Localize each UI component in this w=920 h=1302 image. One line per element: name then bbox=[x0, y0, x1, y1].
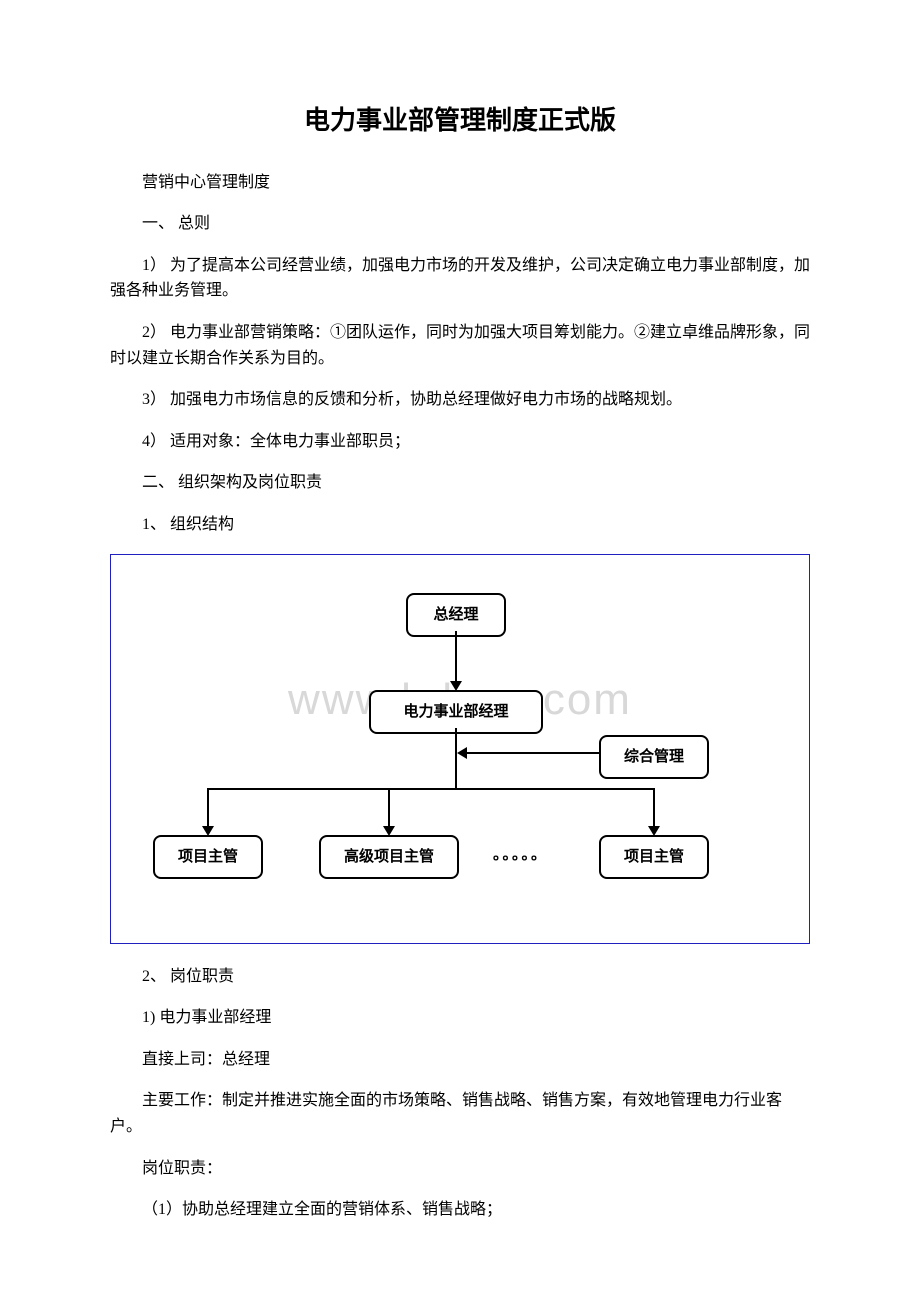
section-1-p2: 2） 电力事业部营销策略：①团队运作，同时为加强大项目筹划能力。②建立卓维品牌形… bbox=[110, 320, 810, 371]
arrow-down-icon bbox=[383, 826, 395, 836]
section-1-p1: 1） 为了提高本公司经营业绩，加强电力市场的开发及维护，公司决定确立电力事业部制… bbox=[110, 253, 810, 304]
org-node-pm2: 项目主管 bbox=[599, 835, 709, 879]
org-node-pm1: 项目主管 bbox=[153, 835, 263, 879]
section-1-heading: 一、 总则 bbox=[110, 211, 810, 237]
arrow-left-icon bbox=[457, 747, 467, 759]
arrow-down-icon bbox=[450, 681, 462, 691]
org-node-general-mgmt: 综合管理 bbox=[599, 735, 709, 779]
org-line bbox=[455, 631, 457, 683]
subtitle: 营销中心管理制度 bbox=[110, 170, 810, 196]
org-line bbox=[388, 788, 390, 828]
org-line bbox=[207, 788, 655, 790]
org-line bbox=[653, 788, 655, 828]
section-1-p3: 3） 加强电力市场信息的反馈和分析，协助总经理做好电力市场的战略规划。 bbox=[110, 387, 810, 413]
org-line bbox=[467, 752, 599, 754]
duty-1: （1）协助总经理建立全面的营销体系、销售战略； bbox=[110, 1197, 810, 1223]
org-chart: www.bdocx.com 总经理 电力事业部经理 综合管理 项目主管 高级项目… bbox=[110, 554, 810, 944]
section-2-sub2: 2、 岗位职责 bbox=[110, 964, 810, 990]
duties-heading: 岗位职责： bbox=[110, 1156, 810, 1182]
document-title: 电力事业部管理制度正式版 bbox=[110, 100, 810, 142]
role-heading: 1) 电力事业部经理 bbox=[110, 1005, 810, 1031]
arrow-down-icon bbox=[648, 826, 660, 836]
org-line bbox=[455, 728, 457, 790]
section-1-p4: 4） 适用对象：全体电力事业部职员； bbox=[110, 429, 810, 455]
org-node-senior-pm: 高级项目主管 bbox=[319, 835, 459, 879]
section-2-heading: 二、 组织架构及岗位职责 bbox=[110, 470, 810, 496]
main-work: 主要工作：制定并推进实施全面的市场策略、销售战略、销售方案，有效地管理电力行业客… bbox=[110, 1088, 810, 1139]
section-2-sub1: 1、 组织结构 bbox=[110, 512, 810, 538]
supervisor-line: 直接上司：总经理 bbox=[110, 1047, 810, 1073]
org-dots: 。。。。。 bbox=[493, 843, 548, 867]
arrow-down-icon bbox=[202, 826, 214, 836]
org-line bbox=[207, 788, 209, 828]
